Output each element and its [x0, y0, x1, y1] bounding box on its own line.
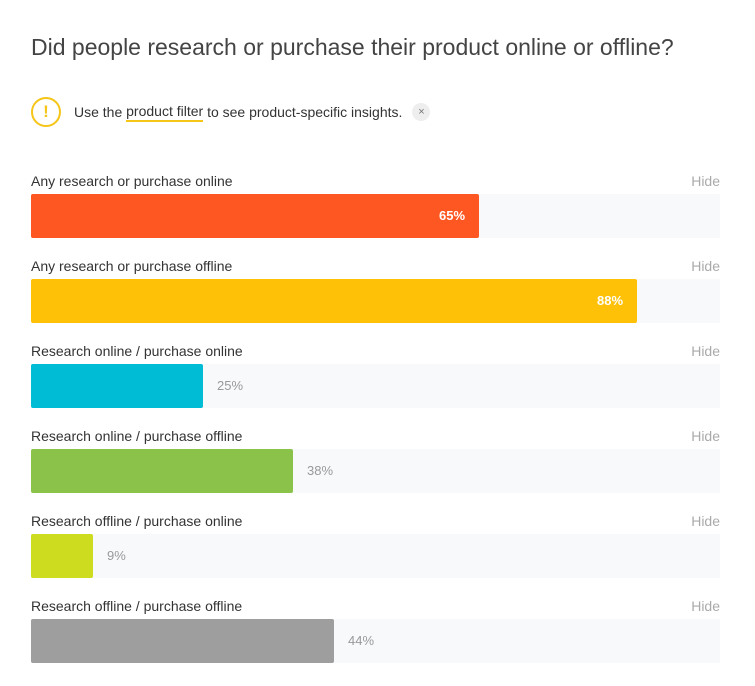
notice-text-before: Use the — [74, 104, 127, 120]
hide-button[interactable]: Hide — [691, 258, 720, 274]
bar — [31, 534, 93, 578]
bar-track: 38% — [31, 449, 720, 493]
bar-row: Any research or purchase offline Hide 88% — [31, 258, 720, 333]
bar-row: Research offline / purchase offline Hide 4… — [31, 598, 720, 673]
bar — [31, 619, 334, 663]
exclamation-icon: ! — [31, 97, 61, 127]
bar-value-label: 88% — [597, 293, 624, 308]
bar-track: 44% — [31, 619, 720, 663]
bar-category-label: Research online / purchase offline — [31, 428, 243, 444]
bar-track: 88% — [31, 279, 720, 323]
notice-text-after: to see product-specific insights. — [203, 104, 403, 120]
hide-button[interactable]: Hide — [691, 173, 720, 189]
bar — [31, 194, 479, 238]
bar-row: Research online / purchase online Hide 25% — [31, 343, 720, 418]
product-filter-link[interactable]: product filter — [126, 103, 204, 122]
hide-button[interactable]: Hide — [691, 513, 720, 529]
bar-value-label: 65% — [439, 208, 466, 223]
bar — [31, 279, 637, 323]
hide-button[interactable]: Hide — [691, 343, 720, 359]
bar — [31, 449, 293, 493]
bar-row: Research offline / purchase online Hide 9% — [31, 513, 720, 588]
bar-value-label: 9% — [107, 548, 126, 563]
product-filter-notice: ! Use the product filter to see product-… — [31, 95, 431, 129]
bar-value-label: 38% — [307, 463, 334, 478]
hide-button[interactable]: Hide — [691, 428, 720, 444]
bar-value-label: 25% — [217, 378, 244, 393]
hide-button[interactable]: Hide — [691, 598, 720, 614]
bar — [31, 364, 203, 408]
bar-category-label: Research offline / purchase online — [31, 513, 243, 529]
bar-track: 9% — [31, 534, 720, 578]
bar-row: Research online / purchase offline Hide 38… — [31, 428, 720, 503]
close-icon[interactable]: × — [412, 103, 431, 121]
bar-value-label: 44% — [348, 633, 375, 648]
bar-category-label: Research offline / purchase offline — [31, 598, 243, 614]
page-title: Did people research or purchase their pr… — [31, 34, 674, 60]
bar-category-label: Any research or purchase offline — [31, 258, 233, 274]
bar-category-label: Any research or purchase online — [31, 173, 233, 189]
bar-category-label: Research online / purchase online — [31, 343, 243, 359]
bar-track: 25% — [31, 364, 720, 408]
bar-track: 65% — [31, 194, 720, 238]
bar-row: Any research or purchase online Hide 65% — [31, 173, 720, 248]
